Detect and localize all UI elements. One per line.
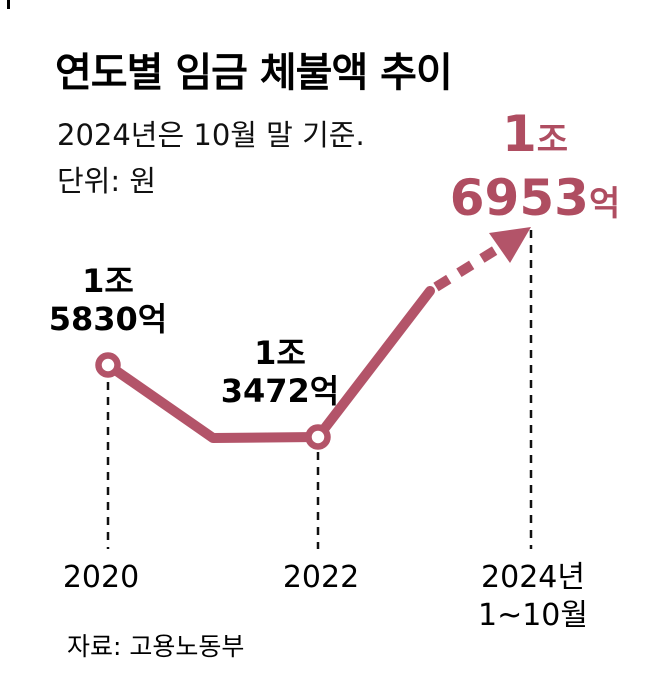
note-basis: 2024년은 10월 말 기준. (57, 118, 365, 152)
unit-hundred-million: 억 (588, 184, 621, 224)
value-label-2022: 1조 3472억 (192, 334, 368, 410)
x-axis-label-2022: 2022 (282, 560, 360, 595)
x-axis-label-2024: 2024년 1~10월 (441, 559, 625, 635)
value-label-2020-line2: 5830억 (48, 300, 168, 338)
x-axis-label-2024-year: 2024년 (481, 560, 585, 595)
marker-2022 (305, 424, 331, 450)
source-credit: 자료: 고용노동부 (67, 632, 245, 661)
trend-line-solid (103, 286, 435, 443)
trend-line-dashed-projection (433, 241, 505, 292)
value-label-2022-line1: 1조 (254, 334, 306, 372)
value-label-2022-line2: 3472억 (220, 372, 340, 410)
crop-artifact-mark (7, 0, 10, 9)
value-2024-hundred-million: 6953 (449, 169, 589, 227)
value-label-2024-line2: 6953억 (432, 172, 638, 236)
x-axis-label-2020: 2020 (62, 560, 140, 595)
value-label-2020-line1: 1조 (82, 262, 134, 300)
value-label-2020: 1조 5830억 (20, 262, 196, 338)
unit-trillion: 조 (536, 120, 569, 160)
page-title: 연도별 임금 체불액 추이 (55, 50, 453, 96)
value-label-2024-line1: 1조 (432, 108, 638, 172)
marker-2020 (95, 352, 121, 378)
value-label-2024: 1조 6953억 (432, 108, 638, 236)
note-unit: 단위: 원 (57, 164, 157, 198)
arrowhead-icon (489, 227, 531, 263)
value-2024-trillion: 1 (501, 105, 537, 163)
x-axis-label-2024-months: 1~10월 (478, 598, 588, 633)
